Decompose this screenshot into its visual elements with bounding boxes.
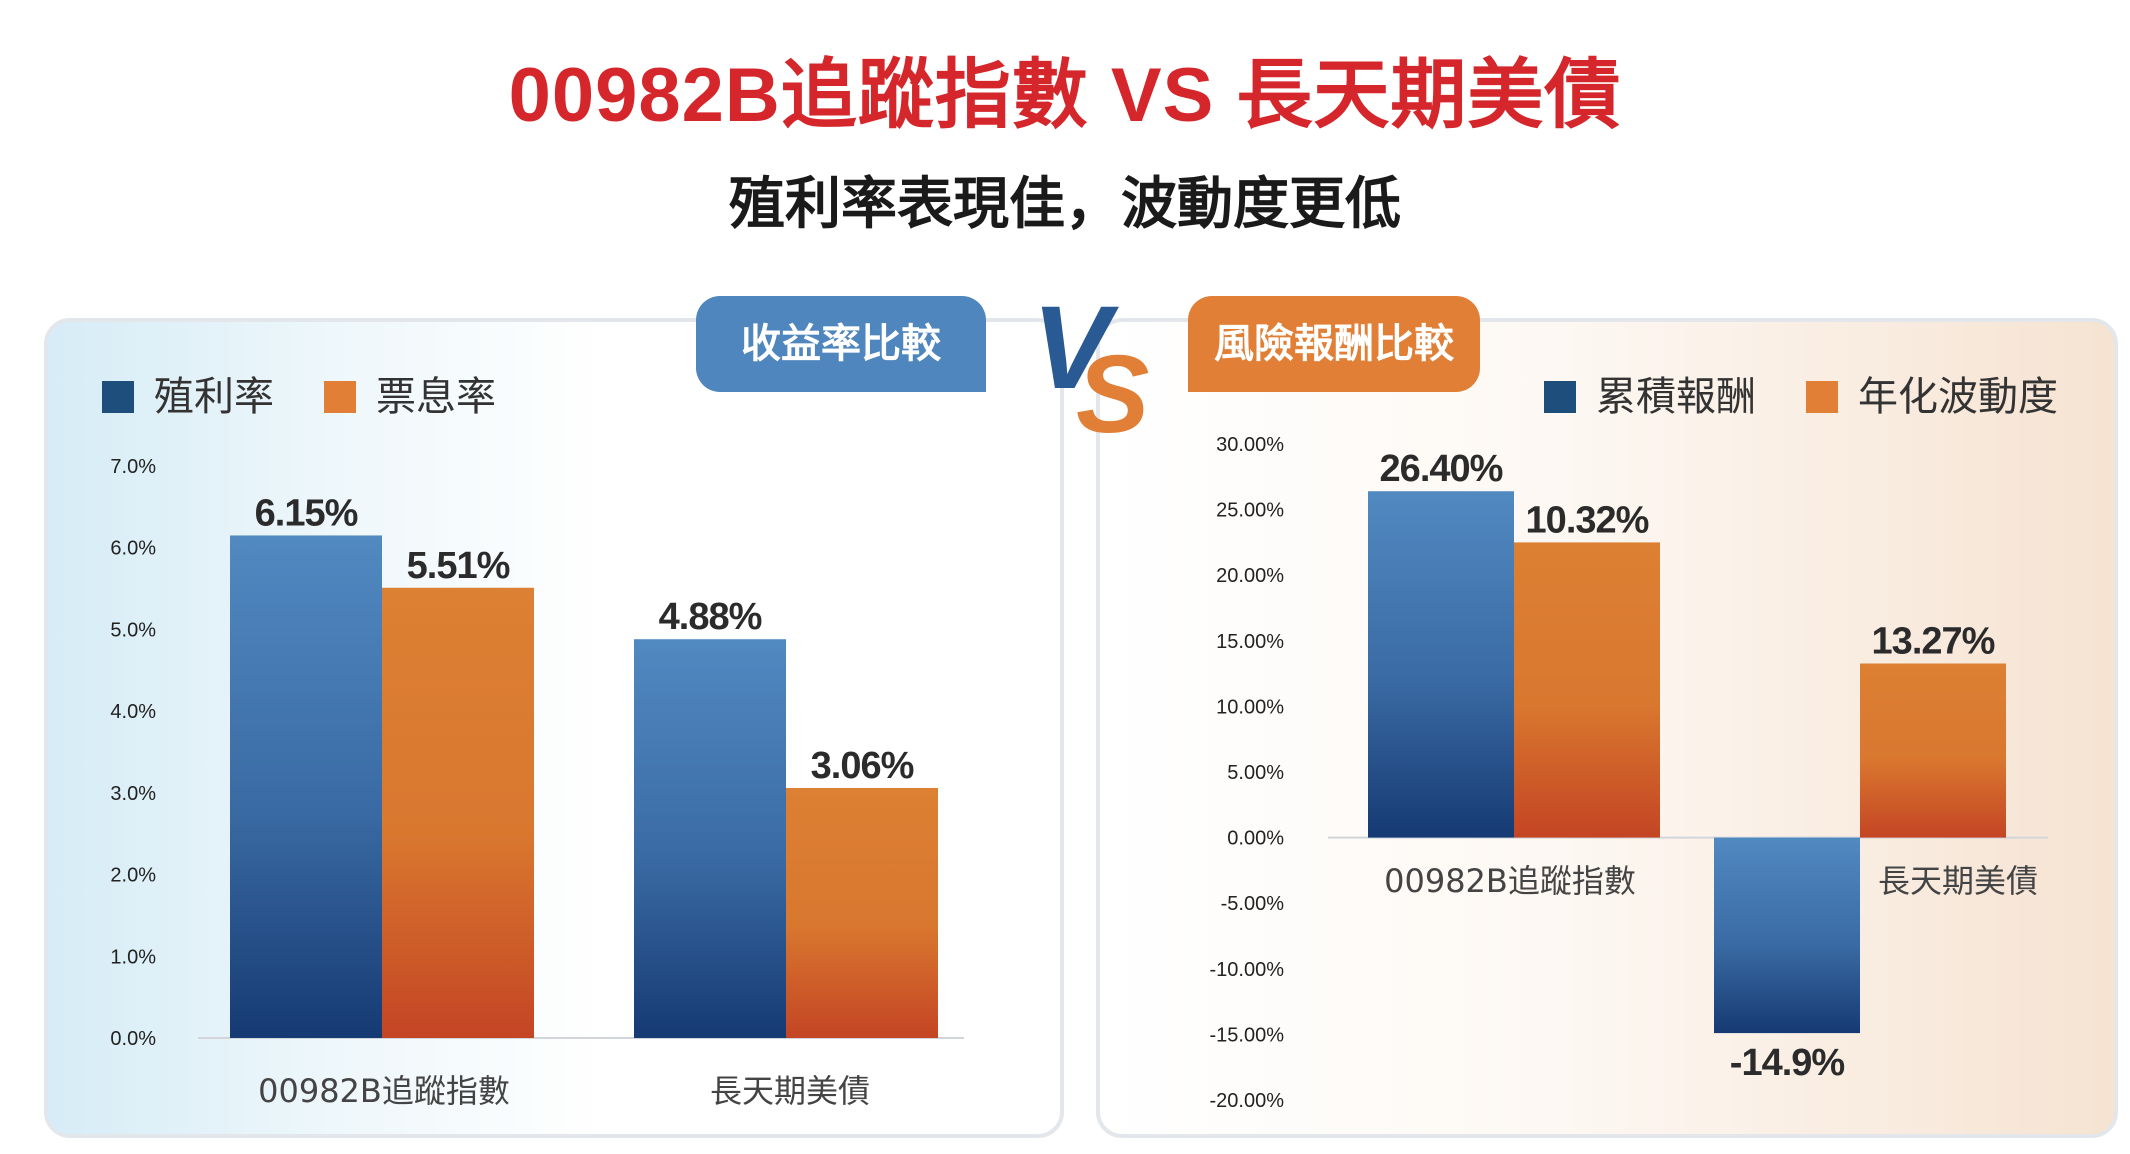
data-label: 26.40% — [1380, 448, 1503, 490]
vs-badge-icon: V S — [1032, 292, 1149, 442]
legend-item: 票息率 — [324, 372, 496, 422]
vs-letter-s: S — [1076, 333, 1149, 442]
chart-title: 00982B追蹤指數 VS 長天期美債 — [508, 53, 1622, 138]
bar-series1 — [634, 639, 786, 1038]
risk-return-tab: 風險報酬比較 — [1188, 296, 1480, 392]
chart-subtitle: 殖利率表現佳，波動度更低 — [729, 172, 1401, 237]
legend-swatch — [324, 381, 356, 413]
y-tick-label: 0.00% — [1227, 828, 1284, 850]
data-label: -14.9% — [1730, 1042, 1845, 1084]
y-tick-label: 3.0% — [110, 783, 156, 805]
yield-comparison-panel: 0.0% 1.0% 2.0% 3.0% 4.0% 5.0% 6.0% 7.0% 6.15% 5.5… — [44, 318, 1064, 1138]
y-tick-label: 5.00% — [1227, 762, 1284, 784]
risk-return-chart: -20.00% -15.00% -10.00% -5.00% 0.00% 5.00% 10.… — [1210, 434, 2048, 1112]
y-tick-label: 30.00% — [1216, 434, 1284, 456]
data-label: 3.06% — [811, 745, 914, 787]
y-tick-label: 6.0% — [110, 538, 156, 560]
yield-comparison-tab: 收益率比較 — [696, 296, 986, 392]
legend: 殖利率 票息率 — [102, 372, 496, 422]
x-category-label: 長天期美債 — [1878, 862, 2038, 900]
data-label: 5.51% — [407, 545, 510, 587]
bar-series2 — [1860, 663, 2006, 838]
x-category-label: 00982B追蹤指數 — [258, 1072, 510, 1110]
y-tick-label: 5.0% — [110, 619, 156, 641]
legend-swatch — [102, 381, 134, 413]
y-tick-label: 0.0% — [110, 1028, 156, 1050]
legend-item: 年化波動度 — [1806, 372, 2058, 422]
data-label: 6.15% — [255, 492, 358, 534]
y-tick-label: 1.0% — [110, 946, 156, 968]
legend: 累積報酬 年化波動度 — [1544, 372, 2058, 422]
bar-series1 — [1368, 491, 1514, 838]
legend-item: 殖利率 — [102, 372, 274, 422]
bar-series1 — [230, 535, 382, 1038]
legend-item: 累積報酬 — [1544, 372, 1756, 422]
y-tick-label: -20.00% — [1210, 1090, 1285, 1112]
legend-swatch — [1544, 381, 1576, 413]
yield-comparison-chart: 0.0% 1.0% 2.0% 3.0% 4.0% 5.0% 6.0% 7.0% 6.15% 5.5… — [110, 456, 964, 1110]
data-label: 13.27% — [1872, 620, 1995, 662]
legend-label: 票息率 — [376, 374, 496, 420]
x-category-label: 00982B追蹤指數 — [1384, 862, 1636, 900]
y-tick-label: -5.00% — [1221, 893, 1285, 915]
bar-series1 — [1714, 837, 1860, 1034]
data-label: 10.32% — [1526, 499, 1649, 541]
legend-label: 累積報酬 — [1596, 374, 1756, 420]
legend-swatch — [1806, 381, 1838, 413]
y-tick-label: 15.00% — [1216, 631, 1284, 653]
y-tick-label: -15.00% — [1210, 1024, 1285, 1046]
bar-series2 — [786, 787, 938, 1038]
bar-series2 — [382, 587, 534, 1038]
x-category-label: 長天期美債 — [710, 1072, 870, 1110]
legend-label: 年化波動度 — [1858, 374, 2058, 420]
bar-series2 — [1514, 542, 1660, 838]
vs-letter-v: V — [1032, 292, 1119, 414]
y-tick-label: 4.0% — [110, 701, 156, 723]
y-tick-label: 25.00% — [1216, 500, 1284, 522]
legend-label: 殖利率 — [154, 374, 274, 420]
data-label: 4.88% — [659, 596, 762, 638]
y-tick-label: 20.00% — [1216, 565, 1284, 587]
y-tick-label: 7.0% — [110, 456, 156, 478]
risk-return-panel: -20.00% -15.00% -10.00% -5.00% 0.00% 5.00% 10.… — [1096, 318, 2118, 1138]
y-tick-label: 2.0% — [110, 865, 156, 887]
y-tick-label: -10.00% — [1210, 959, 1285, 981]
y-tick-label: 10.00% — [1216, 696, 1284, 718]
